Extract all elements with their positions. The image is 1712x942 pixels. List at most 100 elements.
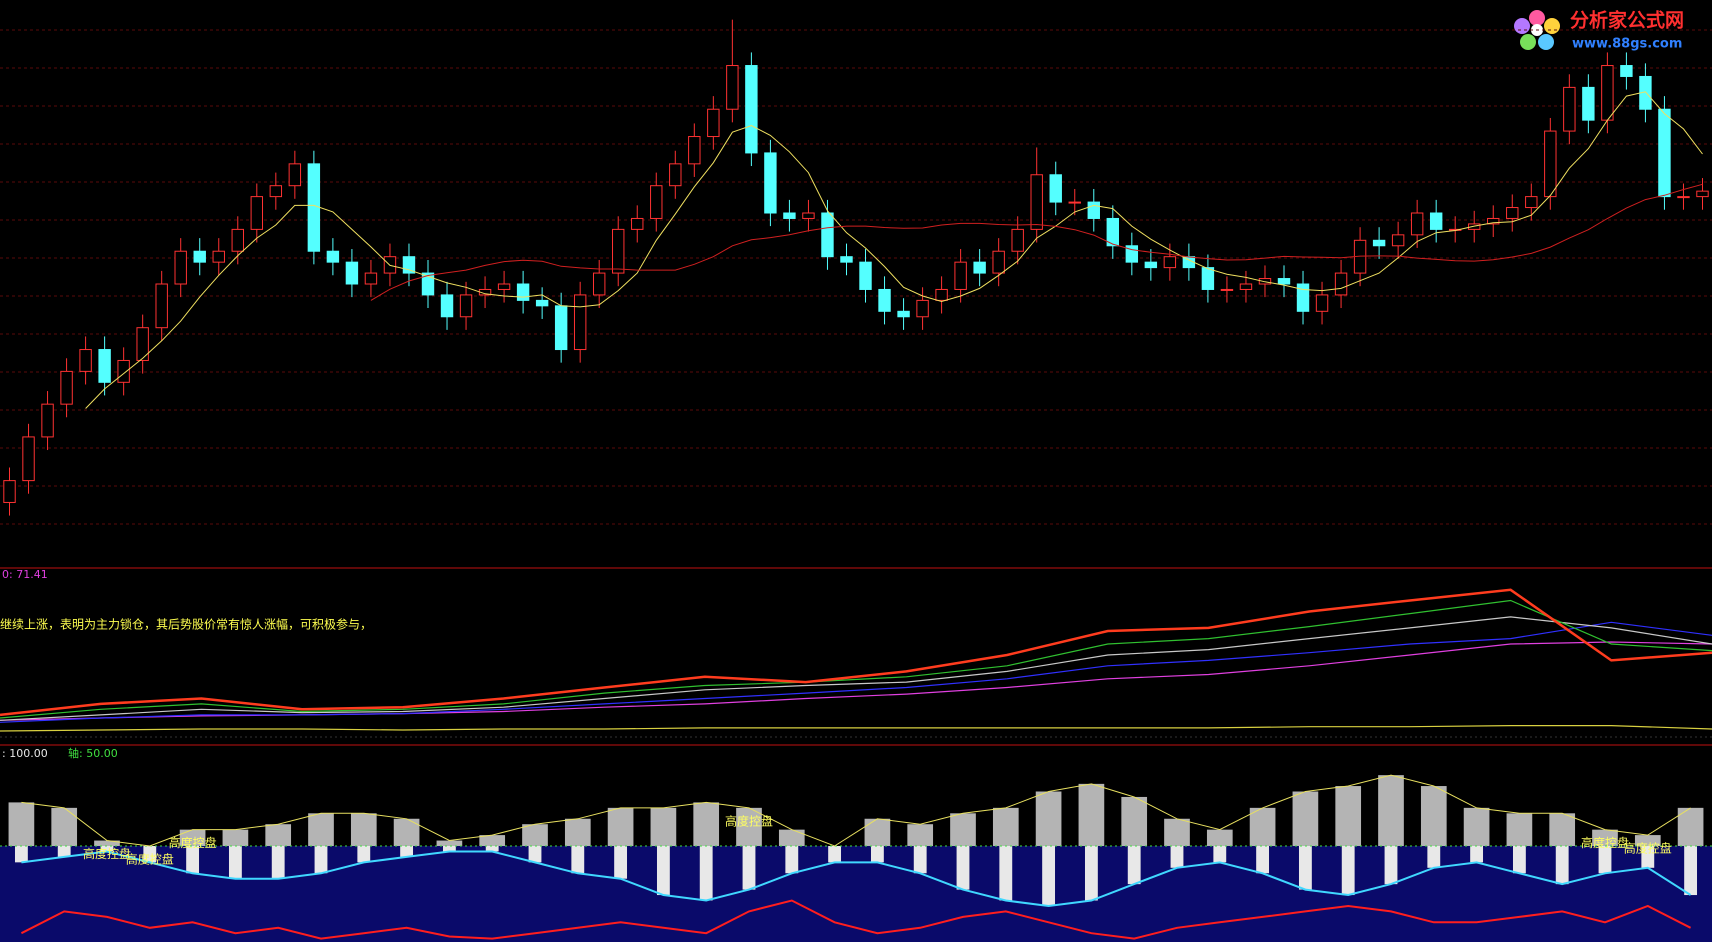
- candle-body: [212, 250, 225, 263]
- histogram-bar: [1684, 846, 1698, 896]
- candle-body: [1277, 278, 1291, 285]
- logo-petal: [1538, 34, 1554, 50]
- candle-body: [783, 212, 796, 219]
- candle-body: [1106, 217, 1120, 247]
- candle-body: [1087, 201, 1100, 219]
- indicator-line: [0, 599, 1712, 719]
- candle-body: [1525, 196, 1538, 209]
- histogram-bar: [1677, 807, 1704, 846]
- histogram-bar: [785, 846, 799, 874]
- histogram-bar: [1213, 846, 1227, 863]
- histogram-bar: [1042, 846, 1056, 906]
- candle-body: [1201, 267, 1215, 290]
- candle-body: [345, 261, 359, 285]
- candle-body: [516, 283, 530, 301]
- candle-body: [573, 294, 587, 351]
- histogram-bar: [992, 807, 1019, 846]
- candle-body: [612, 228, 625, 274]
- histogram-bar: [1335, 786, 1362, 846]
- indicator-line: [0, 725, 1712, 732]
- candle-body: [1410, 212, 1424, 236]
- histogram-bar: [57, 846, 71, 857]
- histogram-bar: [956, 846, 970, 890]
- histogram-bar: [693, 802, 720, 846]
- histogram-bar: [870, 846, 884, 863]
- candle-body: [1315, 294, 1329, 312]
- candle-body: [1030, 174, 1043, 230]
- candle-body: [1372, 239, 1386, 247]
- indicator-note: 继续上涨，表明为主力锁仓，其后势股价常有惊人涨幅，可积极参与，: [0, 617, 372, 632]
- histogram-bar: [222, 829, 249, 846]
- histogram-bar: [14, 846, 28, 863]
- histogram-bar: [742, 846, 756, 890]
- logo-name: 分析家公式网: [1570, 9, 1684, 32]
- histogram-bar: [308, 813, 334, 846]
- candle-body: [1506, 207, 1519, 219]
- histogram-bar: [1292, 791, 1319, 846]
- histogram-bar: [1470, 846, 1484, 863]
- candle-body: [1601, 65, 1614, 121]
- candle-body: [364, 272, 378, 285]
- histogram-bar: [1384, 846, 1398, 885]
- candle-body: [726, 65, 739, 110]
- candle-body: [1582, 86, 1595, 121]
- histogram-bar: [1256, 846, 1270, 874]
- histogram-bar: [442, 846, 456, 852]
- histogram-bar: [100, 846, 114, 852]
- indicator-line: [0, 588, 1712, 717]
- candle-body: [440, 294, 454, 318]
- histogram-bar: [564, 818, 591, 846]
- candle-body: [535, 299, 549, 307]
- histogram-bar: [1555, 846, 1569, 885]
- candle-body: [1620, 65, 1633, 77]
- candle-body: [631, 217, 644, 230]
- candle-body: [307, 163, 321, 252]
- candle-body: [992, 250, 1005, 274]
- histogram-bar: [1341, 846, 1355, 896]
- candle-body: [288, 163, 302, 187]
- histogram-bar: [913, 846, 927, 874]
- indicator-line: [0, 621, 1712, 723]
- histogram-bar: [400, 846, 414, 857]
- candle-body: [1429, 212, 1443, 230]
- candle-body: [821, 212, 834, 258]
- histogram-bar: [271, 846, 285, 879]
- histogram-bar: [479, 835, 506, 846]
- histogram-bar: [907, 824, 934, 846]
- candle-body: [60, 370, 73, 405]
- candle-body: [954, 261, 967, 290]
- candle-body: [1068, 201, 1081, 204]
- oscillator-line: [20, 899, 1692, 940]
- histogram-bar: [179, 829, 206, 846]
- histogram-bar: [828, 846, 842, 863]
- candle-body: [231, 228, 244, 252]
- candle-body: [859, 261, 872, 290]
- candle-body: [1239, 283, 1253, 290]
- histogram-bar: [1298, 846, 1312, 890]
- histogram-bar: [228, 846, 242, 879]
- candle-body: [554, 305, 568, 351]
- candle-body: [764, 152, 777, 214]
- candle-body: [1125, 245, 1139, 263]
- logo-petal: [1520, 34, 1536, 50]
- histogram-bar: [350, 813, 377, 846]
- moving-average: [370, 183, 1703, 301]
- oscillator-line: [21, 774, 1691, 847]
- candle-body: [193, 250, 206, 263]
- histogram-bar: [485, 846, 499, 852]
- histogram-bar: [1078, 783, 1105, 846]
- candle-body: [3, 480, 16, 503]
- histogram-bar: [999, 846, 1013, 901]
- histogram-bar: [1549, 813, 1576, 846]
- candle-body: [98, 349, 111, 383]
- annotation: 高度控盘: [1624, 841, 1672, 856]
- histogram-bar: [1512, 846, 1526, 874]
- histogram-bar: [650, 807, 677, 846]
- candle-body: [916, 299, 929, 318]
- candle-body: [745, 65, 758, 154]
- moving-average: [85, 91, 1703, 409]
- histogram-bar: [1598, 846, 1612, 874]
- histogram-bar: [614, 846, 628, 879]
- candle-body: [250, 196, 264, 230]
- candle-body: [155, 283, 168, 329]
